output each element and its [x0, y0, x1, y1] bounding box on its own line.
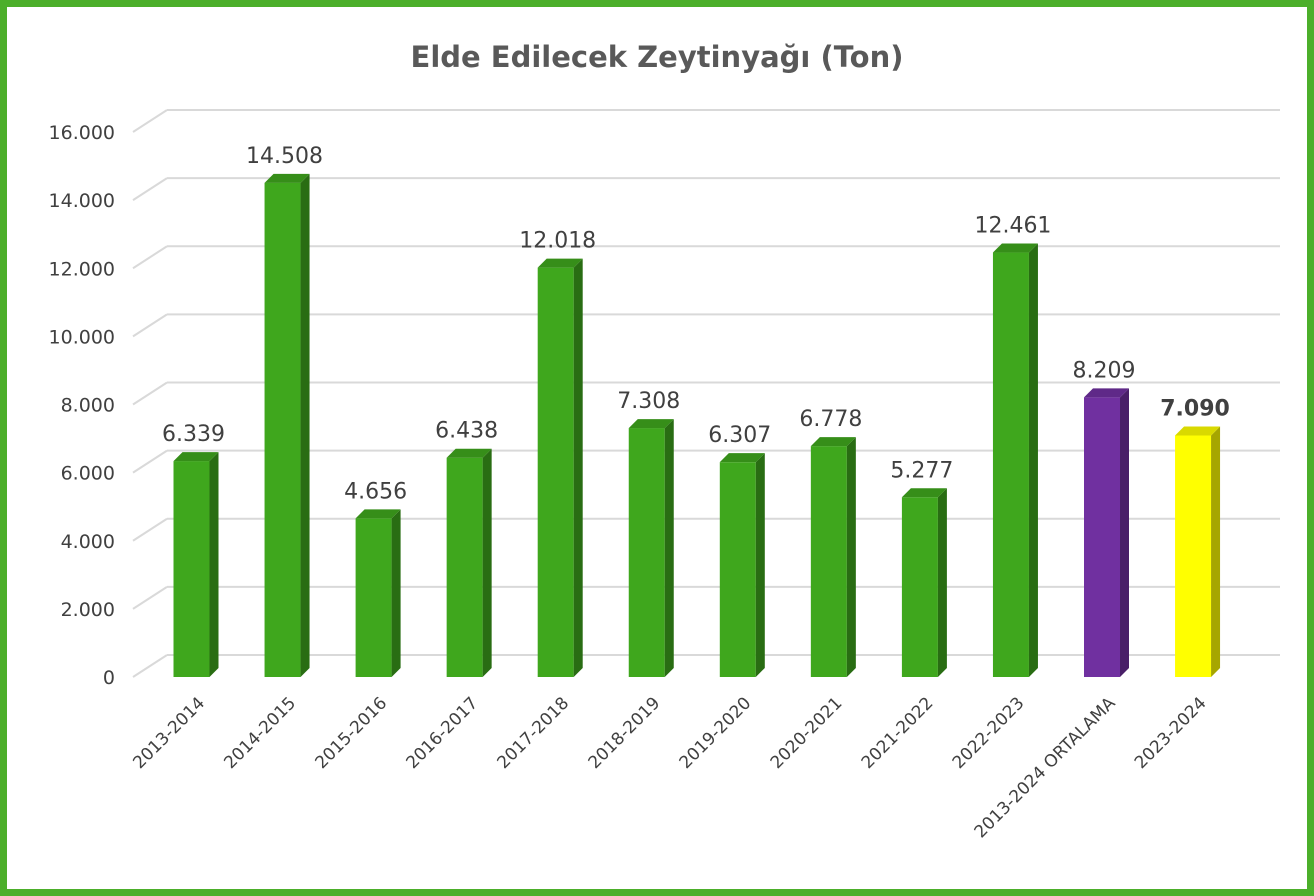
bar-top — [628, 419, 674, 429]
bar-side — [391, 509, 401, 677]
y-tick-label: 16.000 — [49, 122, 115, 144]
bar-top — [810, 437, 856, 447]
gridline-depth — [132, 177, 168, 201]
bar — [1084, 397, 1120, 677]
bar-top — [446, 448, 492, 458]
bar — [446, 457, 483, 677]
y-tick-label: 0 — [103, 667, 115, 689]
data-label: 6.778 — [799, 407, 862, 432]
bar-top — [1175, 426, 1221, 436]
bar-top — [719, 453, 765, 463]
bar-side — [937, 488, 947, 677]
data-label: 6.339 — [162, 422, 225, 447]
bar-side — [755, 453, 765, 677]
bar-side — [1211, 426, 1221, 677]
bar-top — [264, 173, 310, 183]
x-tick-label: 2023-2024 — [1131, 693, 1211, 773]
data-label: 12.461 — [974, 214, 1051, 239]
bar-side — [1028, 243, 1038, 677]
bar — [173, 461, 210, 677]
y-tick-label: 6.000 — [61, 463, 115, 485]
y-tick-label: 12.000 — [49, 258, 115, 280]
bar-top — [537, 258, 583, 268]
bar-side — [482, 448, 492, 677]
bar-side — [209, 452, 219, 677]
data-label: 12.018 — [519, 229, 596, 254]
bar-side — [664, 419, 674, 677]
x-tick-label: 2020-2021 — [767, 693, 847, 773]
data-label: 4.656 — [344, 479, 407, 504]
x-tick-label: 2017-2018 — [494, 693, 574, 773]
y-tick-label: 2.000 — [61, 599, 115, 621]
gridline-depth — [132, 245, 168, 270]
x-tick-label: 2014-2015 — [220, 693, 300, 773]
bar — [628, 428, 665, 677]
bar — [901, 497, 938, 677]
data-label: 5.277 — [890, 458, 953, 483]
x-tick-label: 2022-2023 — [949, 693, 1029, 773]
chart-title: Elde Edilecek Zeytinyağı (Ton) — [410, 40, 904, 74]
bar-top — [355, 509, 401, 519]
bar-side — [1120, 388, 1129, 677]
x-tick-label: 2016-2017 — [403, 693, 483, 773]
x-tick-label: 2013-2014 — [129, 693, 209, 773]
bar — [355, 518, 392, 677]
gridline-depth — [132, 313, 168, 338]
data-label: 7.090 — [1160, 396, 1230, 421]
bar — [810, 446, 847, 677]
y-tick-label: 10.000 — [49, 326, 115, 348]
y-tick-label: 14.000 — [49, 190, 115, 212]
bar-side — [846, 437, 856, 677]
bar-top — [1084, 388, 1129, 398]
gridline-depth — [132, 586, 168, 610]
data-label: 14.508 — [246, 144, 323, 169]
bar — [992, 252, 1029, 677]
gridline-depth — [132, 109, 168, 133]
gridline-depth — [132, 654, 168, 678]
bar-side — [300, 173, 310, 678]
bar — [1175, 435, 1212, 677]
x-tick-label: 2015-2016 — [311, 693, 391, 773]
bar-top — [901, 488, 947, 498]
x-tick-label: 2021-2022 — [858, 693, 938, 773]
x-tick-label: 2019-2020 — [676, 693, 756, 773]
bar — [719, 462, 756, 677]
y-tick-label: 8.000 — [61, 395, 115, 417]
bar-side — [573, 258, 583, 677]
y-tick-label: 4.000 — [61, 531, 115, 553]
data-label: 7.308 — [617, 389, 680, 414]
bar — [264, 182, 301, 678]
x-tick-label: 2018-2019 — [585, 693, 665, 773]
bar-top — [992, 243, 1038, 253]
data-label: 8.209 — [1073, 358, 1136, 383]
gridline-depth — [132, 381, 168, 406]
bar-top — [173, 452, 219, 462]
bar — [537, 267, 574, 677]
gridline-depth — [132, 517, 168, 542]
data-label: 6.438 — [435, 419, 498, 444]
data-label: 6.307 — [708, 423, 771, 448]
gridline-depth — [132, 449, 168, 474]
